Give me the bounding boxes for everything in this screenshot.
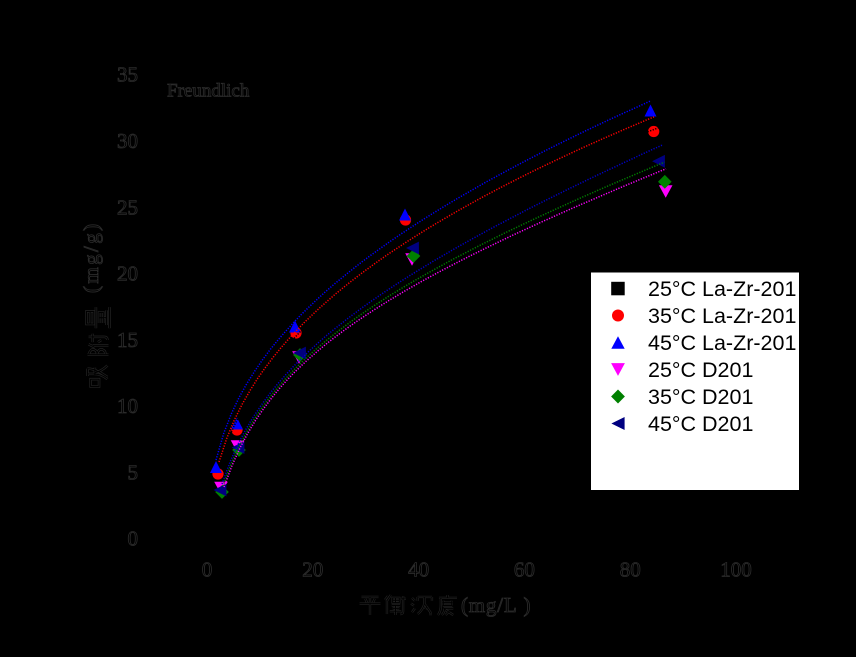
svg-text:0: 0 [202, 557, 213, 581]
svg-text:35°C La-Zr-201: 35°C La-Zr-201 [648, 304, 796, 328]
svg-text:35°C D201: 35°C D201 [648, 385, 753, 409]
svg-text:60: 60 [514, 557, 535, 581]
svg-text:20: 20 [117, 262, 138, 286]
svg-text:25°C La-Zr-201: 25°C La-Zr-201 [648, 277, 796, 301]
svg-text:5: 5 [128, 460, 139, 484]
svg-text:30: 30 [117, 129, 138, 153]
svg-text:Freundlich: Freundlich [167, 81, 250, 102]
svg-text:25°C D201: 25°C D201 [648, 358, 753, 382]
svg-text:45°C La-Zr-201: 45°C La-Zr-201 [648, 331, 796, 355]
svg-text:(mg/L ): (mg/L ) [461, 593, 531, 617]
svg-text:40: 40 [408, 557, 429, 581]
svg-text:100: 100 [720, 557, 752, 581]
svg-text:0: 0 [128, 527, 139, 551]
svg-text:80: 80 [620, 557, 641, 581]
svg-text:15: 15 [117, 328, 138, 352]
svg-text:(mg/g): (mg/g) [79, 221, 103, 293]
svg-text:25: 25 [117, 195, 138, 219]
svg-text:35: 35 [117, 63, 138, 87]
svg-text:10: 10 [117, 394, 138, 418]
svg-text:20: 20 [302, 557, 323, 581]
svg-text:45°C D201: 45°C D201 [648, 412, 753, 436]
